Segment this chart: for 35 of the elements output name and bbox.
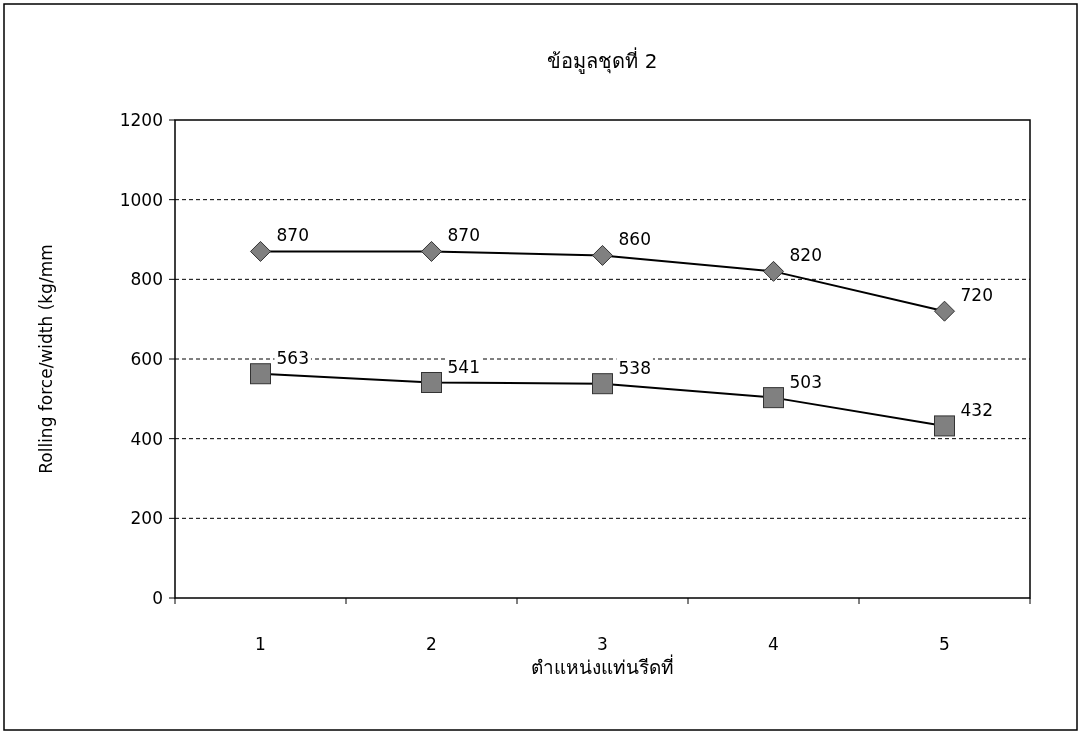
point <box>250 240 271 262</box>
point <box>421 372 442 393</box>
data-label: 720 <box>960 285 993 306</box>
point <box>763 387 784 409</box>
data-label: 860 <box>618 229 651 250</box>
data-label: 541 <box>447 356 480 377</box>
x-tick-label: 3 <box>597 634 608 654</box>
y-axis-title: Rolling force/width (kg/mm <box>36 244 56 474</box>
y-tick-label: 1200 <box>119 110 163 130</box>
x-tick-label: 1 <box>255 634 266 654</box>
point <box>934 415 955 437</box>
x-tick-label: 2 <box>426 634 437 654</box>
y-tick-label: 0 <box>152 588 163 608</box>
x-tick-label: 5 <box>939 634 950 654</box>
point <box>421 240 442 262</box>
data-label: 870 <box>276 225 309 246</box>
y-tick-label: 800 <box>130 269 163 290</box>
data-label: 503 <box>789 371 822 392</box>
point <box>763 260 784 282</box>
point <box>592 244 613 266</box>
data-label: 820 <box>789 245 822 266</box>
x-tick-label: 4 <box>768 634 779 654</box>
data-label: 538 <box>618 357 651 378</box>
chart-title: ข้อมูลชุดที่ 2 <box>547 47 658 74</box>
data-label: 432 <box>960 399 993 420</box>
point <box>250 363 271 385</box>
y-tick-label: 1000 <box>119 189 163 210</box>
point <box>934 300 955 322</box>
x-axis-title: ตำแหน่งแท่นรีดที่ <box>531 654 674 678</box>
y-tick-label: 600 <box>130 349 163 369</box>
data-label: 563 <box>276 347 309 368</box>
y-tick-label: 200 <box>130 508 163 529</box>
y-tick-label: 400 <box>130 428 163 449</box>
point <box>592 373 613 395</box>
data-label: 870 <box>447 225 480 246</box>
